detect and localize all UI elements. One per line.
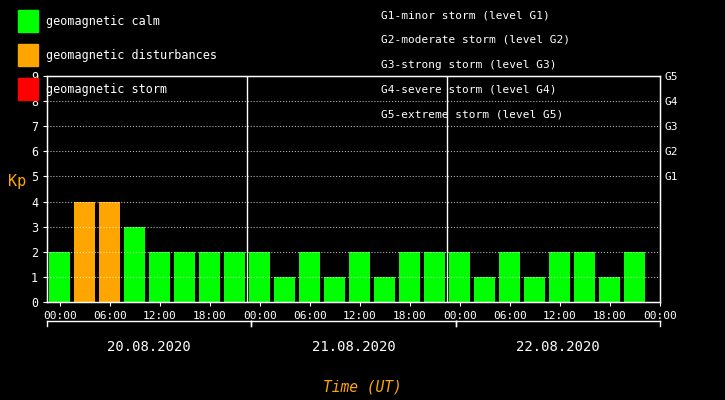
Text: geomagnetic disturbances: geomagnetic disturbances (46, 48, 217, 62)
Bar (374, 277, 395, 302)
Text: 20.08.2020: 20.08.2020 (107, 340, 191, 354)
Text: Time (UT): Time (UT) (323, 379, 402, 394)
Bar (574, 252, 595, 302)
Bar (474, 277, 495, 302)
Bar (199, 252, 220, 302)
Bar (99, 202, 120, 302)
Bar (274, 277, 295, 302)
Text: G3-strong storm (level G3): G3-strong storm (level G3) (381, 60, 556, 70)
Bar (599, 277, 621, 302)
Bar (299, 252, 320, 302)
Bar (499, 252, 521, 302)
Bar (74, 202, 95, 302)
Text: G1-minor storm (level G1): G1-minor storm (level G1) (381, 10, 550, 20)
Text: G2-moderate storm (level G2): G2-moderate storm (level G2) (381, 35, 570, 45)
Bar (624, 252, 645, 302)
Bar (149, 252, 170, 302)
Bar (249, 252, 270, 302)
Bar (174, 252, 195, 302)
Text: 21.08.2020: 21.08.2020 (312, 340, 395, 354)
Bar (549, 252, 571, 302)
Y-axis label: Kp: Kp (8, 174, 26, 189)
Bar (124, 227, 145, 302)
Bar (224, 252, 245, 302)
Text: geomagnetic storm: geomagnetic storm (46, 82, 167, 96)
Text: 22.08.2020: 22.08.2020 (515, 340, 600, 354)
Text: G4-severe storm (level G4): G4-severe storm (level G4) (381, 84, 556, 94)
Text: geomagnetic calm: geomagnetic calm (46, 14, 160, 28)
Bar (424, 252, 445, 302)
Bar (349, 252, 370, 302)
Bar (324, 277, 345, 302)
Bar (49, 252, 70, 302)
Bar (524, 277, 545, 302)
Text: G5-extreme storm (level G5): G5-extreme storm (level G5) (381, 109, 563, 119)
Bar (399, 252, 420, 302)
Bar (449, 252, 471, 302)
